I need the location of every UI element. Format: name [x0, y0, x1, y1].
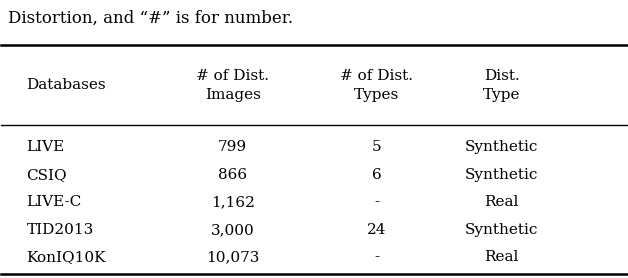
Text: Synthetic: Synthetic: [465, 168, 538, 182]
Text: 24: 24: [367, 223, 386, 237]
Text: Synthetic: Synthetic: [465, 223, 538, 237]
Text: 1,162: 1,162: [211, 195, 255, 209]
Text: 6: 6: [372, 168, 381, 182]
Text: 866: 866: [218, 168, 247, 182]
Text: CSIQ: CSIQ: [26, 168, 67, 182]
Text: -: -: [374, 195, 379, 209]
Text: Real: Real: [484, 195, 519, 209]
Text: LIVE: LIVE: [26, 140, 65, 154]
Text: 799: 799: [218, 140, 247, 154]
Text: 3,000: 3,000: [211, 223, 254, 237]
Text: Databases: Databases: [26, 78, 106, 92]
Text: KonIQ10K: KonIQ10K: [26, 250, 106, 264]
Text: LIVE-C: LIVE-C: [26, 195, 82, 209]
Text: -: -: [374, 250, 379, 264]
Text: # of Dist.
Images: # of Dist. Images: [196, 69, 269, 102]
Text: Real: Real: [484, 250, 519, 264]
Text: Dist.
Type: Dist. Type: [483, 69, 521, 102]
Text: # of Dist.
Types: # of Dist. Types: [340, 69, 413, 102]
Text: 10,073: 10,073: [206, 250, 259, 264]
Text: TID2013: TID2013: [26, 223, 94, 237]
Text: Synthetic: Synthetic: [465, 140, 538, 154]
Text: Distortion, and “#” is for number.: Distortion, and “#” is for number.: [8, 10, 293, 27]
Text: 5: 5: [372, 140, 381, 154]
